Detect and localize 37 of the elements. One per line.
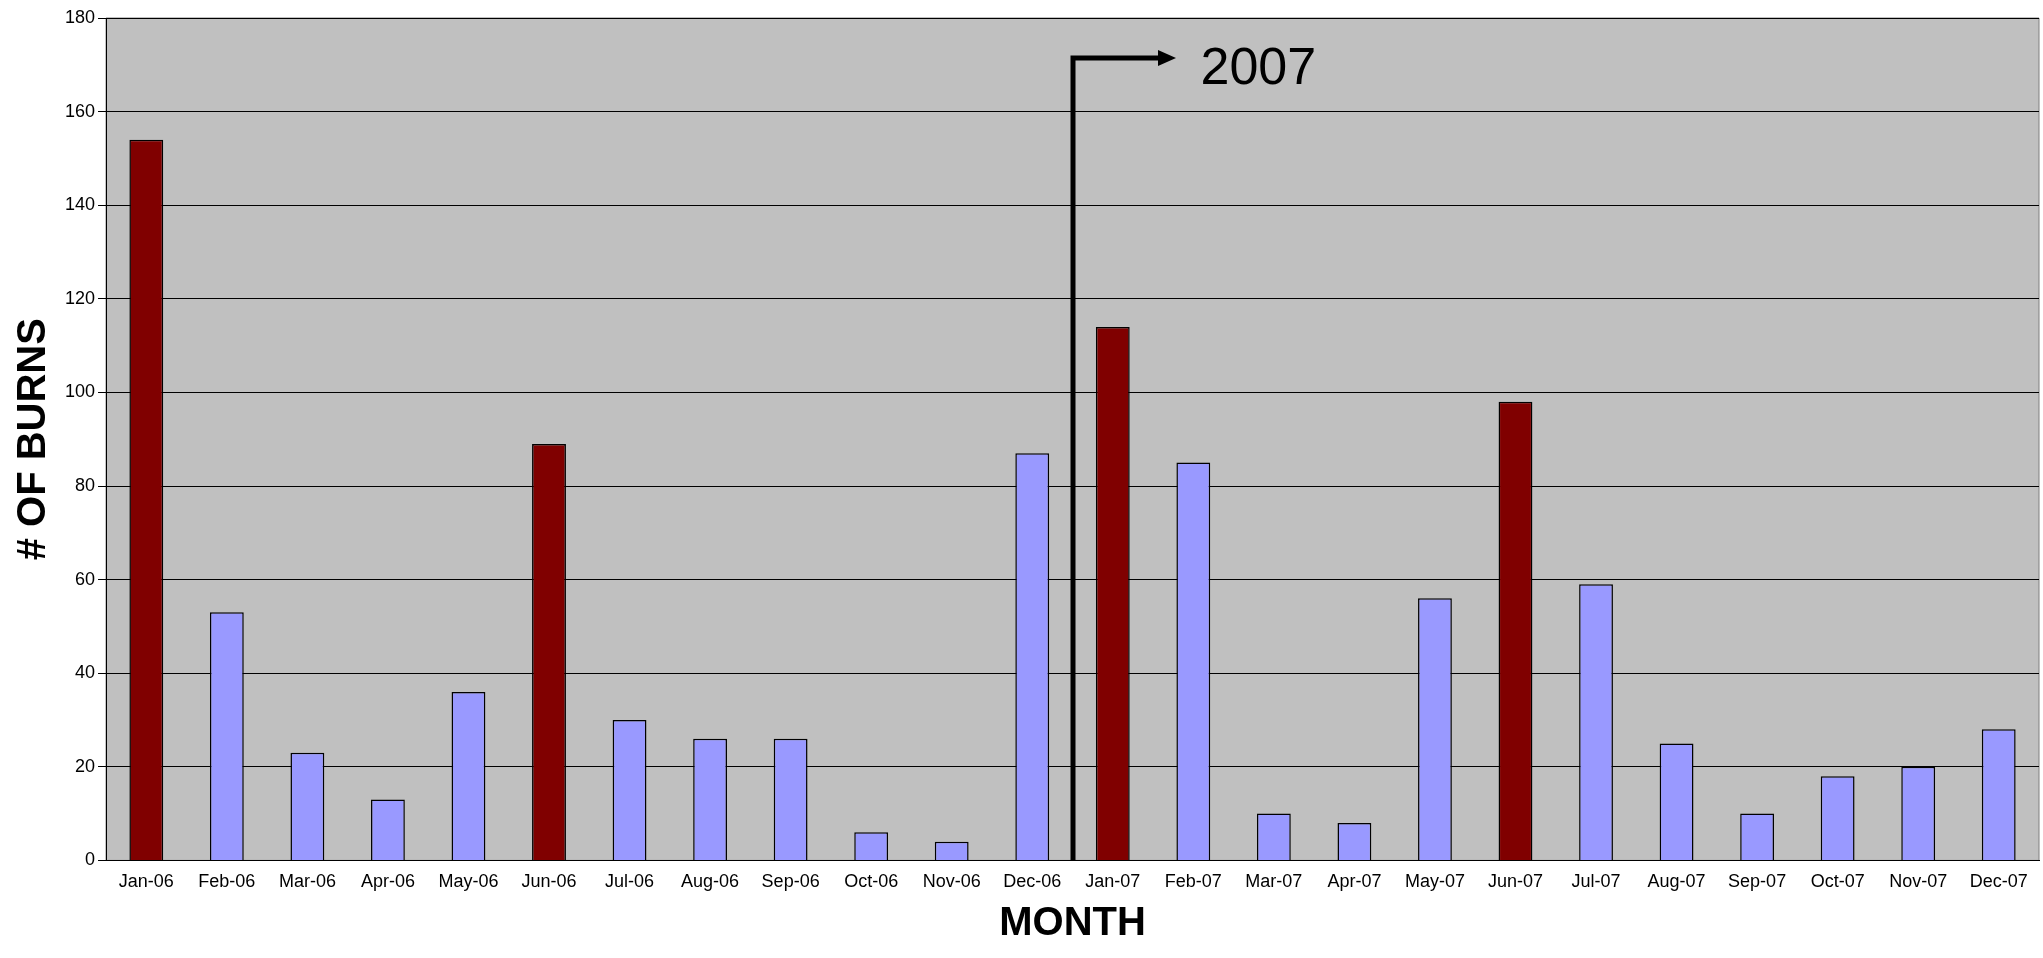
- x-tick-label: Sep-07: [1728, 871, 1787, 892]
- x-tick-label: Mar-06: [278, 871, 336, 892]
- x-tick-label: Jul-06: [605, 871, 655, 892]
- x-tick-label: Feb-06: [198, 871, 256, 892]
- x-axis-title: MONTH: [999, 899, 1146, 944]
- x-tick-label: Dec-06: [1003, 871, 1062, 892]
- y-tick-label: 0: [85, 849, 96, 870]
- y-tick-label: 160: [64, 100, 96, 121]
- x-tick-label: Nov-07: [1889, 871, 1948, 892]
- x-tick-label: Oct-06: [844, 871, 899, 892]
- x-tick-label: Jan-06: [118, 871, 174, 892]
- y-tick-label: 120: [64, 287, 96, 308]
- y-tick-label: 180: [64, 6, 96, 27]
- x-tick-label: Jun-06: [521, 871, 577, 892]
- x-tick-label: Jun-07: [1487, 871, 1544, 892]
- x-tick-label: Nov-06: [922, 871, 981, 892]
- x-tick-label: Aug-06: [681, 871, 740, 892]
- x-tick-label: Aug-07: [1647, 871, 1706, 892]
- y-tick-label: 60: [75, 568, 96, 589]
- x-tick-label: Jul-07: [1571, 871, 1621, 892]
- x-tick-label: Oct-07: [1810, 871, 1865, 892]
- x-tick-label: Jan-07: [1085, 871, 1141, 892]
- annotation: 2007: [1200, 37, 1317, 96]
- x-tick-label: May-07: [1404, 871, 1465, 892]
- y-tick-label: 140: [64, 194, 96, 215]
- y-axis-title: # OF BURNS: [9, 318, 54, 561]
- y-tick-label: 20: [75, 755, 96, 776]
- y-tick-label: 100: [64, 381, 96, 402]
- x-tick-label: Apr-06: [360, 871, 415, 892]
- x-tick-label: Mar-07: [1245, 871, 1303, 892]
- y-tick-label: 80: [75, 474, 96, 495]
- x-tick-label: Sep-06: [761, 871, 820, 892]
- x-tick-label: Feb-07: [1164, 871, 1222, 892]
- y-tick-label: 40: [75, 662, 96, 683]
- x-tick-label: Dec-07: [1969, 871, 2028, 892]
- x-tick-label: Apr-07: [1327, 871, 1382, 892]
- x-tick-label: May-06: [438, 871, 499, 892]
